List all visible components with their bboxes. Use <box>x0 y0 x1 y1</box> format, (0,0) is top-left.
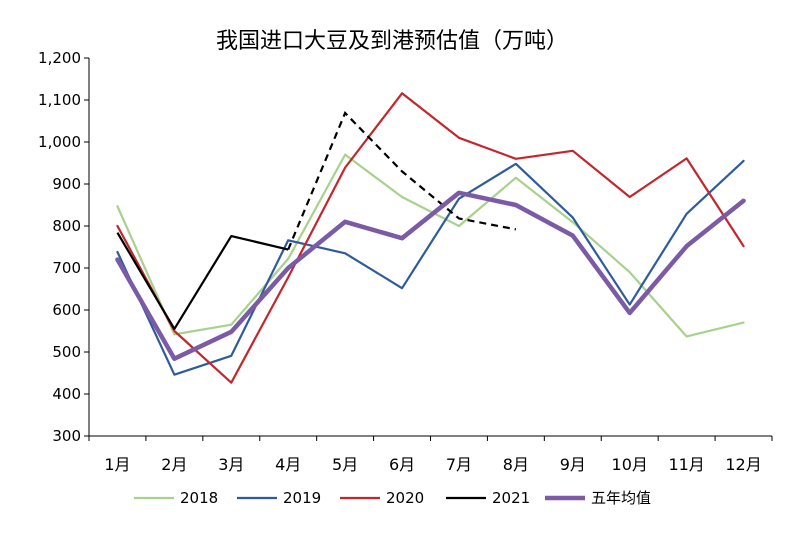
x-tick-label: 2月 <box>161 455 187 474</box>
y-tick-label: 1,000 <box>38 133 81 151</box>
y-tick-label: 400 <box>52 385 81 403</box>
x-tick-label: 7月 <box>446 455 472 474</box>
x-tick-label: 10月 <box>612 455 648 474</box>
series-line <box>117 155 743 337</box>
legend-item: 2018 <box>134 489 218 507</box>
x-tick-label: 8月 <box>503 455 529 474</box>
legend-label: 2021 <box>492 489 530 507</box>
legend-label: 2018 <box>180 489 218 507</box>
legend-label: 五年均值 <box>591 489 651 507</box>
y-tick-label: 1,100 <box>38 91 81 109</box>
chart-title: 我国进口大豆及到港预估值（万吨） <box>216 29 568 54</box>
x-tick-label: 6月 <box>389 455 415 474</box>
y-tick-label: 500 <box>52 343 81 361</box>
y-tick-label: 1,200 <box>38 49 81 67</box>
x-tick-label: 3月 <box>218 455 244 474</box>
series-line-solid <box>117 233 288 329</box>
legend-item: 五年均值 <box>545 489 651 507</box>
x-tick-label: 9月 <box>560 455 586 474</box>
series-line <box>117 193 743 359</box>
x-tick-label: 12月 <box>725 455 761 474</box>
legend-item: 2019 <box>237 489 321 507</box>
legend: 2018 2019 2020 2021 五年均值 <box>134 489 651 507</box>
y-tick-label: 700 <box>52 259 81 277</box>
y-tick-label: 900 <box>52 175 81 193</box>
y-tick-label: 300 <box>52 427 81 445</box>
x-tick-label: 1月 <box>104 455 130 474</box>
legend-label: 2019 <box>283 489 321 507</box>
legend-item: 2021 <box>446 489 530 507</box>
legend-item: 2020 <box>340 489 424 507</box>
x-tick-label: 5月 <box>332 455 358 474</box>
series-五年均值 <box>117 193 743 359</box>
x-tick-label: 11月 <box>668 455 704 474</box>
x-tick-label: 4月 <box>275 455 301 474</box>
legend-label: 2020 <box>386 489 424 507</box>
series-2018 <box>117 155 743 337</box>
y-tick-label: 800 <box>52 217 81 235</box>
series-line-dashed <box>288 113 516 250</box>
y-tick-label: 600 <box>52 301 81 319</box>
plot-area: 300 400 500 600 700 800 900 1,000 1,100 1,200 1月 2月… <box>38 49 772 474</box>
